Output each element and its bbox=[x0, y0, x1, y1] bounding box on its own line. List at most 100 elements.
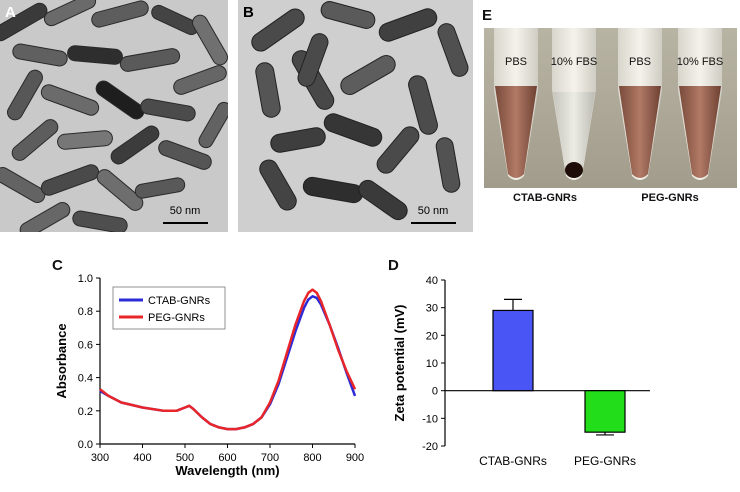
nanorod bbox=[7, 69, 43, 121]
nanorod-body bbox=[91, 0, 149, 28]
nanorod bbox=[134, 177, 186, 199]
nanorod-body bbox=[437, 23, 469, 77]
nanorod-body bbox=[251, 8, 305, 52]
nanorod-body bbox=[302, 176, 364, 204]
nanorod-body bbox=[255, 62, 281, 118]
nanorod-body bbox=[11, 119, 59, 161]
nanorod bbox=[251, 8, 305, 52]
nanorod-body bbox=[297, 33, 329, 87]
y-axis-title: Zeta potential (mV) bbox=[392, 304, 407, 421]
y-tick-label: 30 bbox=[426, 303, 438, 315]
nanorod bbox=[57, 130, 113, 150]
nanorod-body bbox=[140, 98, 196, 122]
y-tick-label: 40 bbox=[426, 275, 438, 287]
nanorod-body bbox=[134, 177, 186, 199]
nanorod-body bbox=[40, 84, 100, 116]
nanorod bbox=[0, 167, 46, 203]
nanorod-body bbox=[7, 69, 43, 121]
nanorod bbox=[323, 113, 383, 147]
nanorod bbox=[302, 176, 364, 204]
nanorod-body bbox=[378, 8, 438, 42]
nanorod bbox=[0, 2, 48, 42]
nanorod bbox=[140, 98, 196, 122]
y-tick-label: 0.6 bbox=[78, 339, 93, 351]
zeta-chart: -20 -10 0 10 20 30 40 Zeta potential (mV) CTAB-G… bbox=[392, 275, 650, 468]
nanorod-body bbox=[12, 43, 68, 67]
nanorod-body bbox=[110, 125, 160, 165]
x-tick-label: 800 bbox=[303, 452, 321, 464]
nanorod-body bbox=[43, 0, 97, 27]
nanorod bbox=[358, 179, 408, 221]
y-tick-label: 0.4 bbox=[78, 373, 93, 385]
legend-label: CTAB-GNRs bbox=[148, 295, 211, 307]
nanorod-body bbox=[57, 130, 113, 150]
panel-a: A 50 nm bbox=[0, 0, 228, 232]
nanorod-body bbox=[323, 113, 383, 147]
tube-label-4: 10% FBS bbox=[676, 56, 724, 68]
nanorod-body bbox=[259, 159, 297, 211]
tem-image-a bbox=[0, 0, 228, 232]
nanorod bbox=[408, 75, 438, 135]
nanorod bbox=[340, 55, 396, 95]
category-label: CTAB-GNRs bbox=[479, 454, 547, 468]
panel-letter-e: E bbox=[482, 7, 493, 24]
nanorod bbox=[72, 210, 128, 232]
nanorod-body bbox=[67, 45, 123, 65]
group-label-ctab: CTAB-GNRs bbox=[513, 192, 577, 204]
panel-letter-a: A bbox=[5, 4, 16, 21]
nanorod-body bbox=[119, 48, 181, 72]
panel-e: E bbox=[478, 0, 740, 232]
nanorod bbox=[95, 80, 145, 120]
absorbance-chart: 0.0 0.2 0.4 0.6 0.8 1.0 300 400 500 600 700 800 900 W… bbox=[54, 273, 364, 478]
nanorod-body bbox=[270, 127, 326, 153]
bar-ctab-gnrs bbox=[492, 309, 534, 392]
y-tick-label: -20 bbox=[422, 441, 438, 453]
x-axis-title: Wavelength (nm) bbox=[175, 463, 279, 478]
nanorod-body bbox=[358, 179, 408, 221]
nanorod bbox=[259, 159, 297, 211]
nanorod bbox=[297, 33, 329, 87]
x-tick-label: 300 bbox=[91, 452, 109, 464]
nanorod bbox=[376, 126, 420, 174]
tube-label-3: PBS bbox=[628, 56, 651, 68]
nanorod bbox=[198, 101, 228, 149]
nanorod bbox=[270, 127, 326, 153]
tube-label-1: PBS bbox=[504, 56, 527, 68]
nanorod bbox=[110, 125, 160, 165]
x-tick-label: 700 bbox=[261, 452, 279, 464]
tem-a-rods bbox=[0, 0, 228, 232]
nanorod bbox=[19, 202, 71, 232]
nanorod-body bbox=[340, 55, 396, 95]
nanorod-body bbox=[320, 1, 376, 29]
nanorod-body bbox=[376, 126, 420, 174]
scalebar-label-a: 50 nm bbox=[169, 205, 201, 217]
nanorod-body bbox=[173, 65, 227, 95]
nanorod bbox=[40, 164, 100, 196]
y-tick-label: -10 bbox=[422, 413, 438, 425]
y-tick-label: 0 bbox=[432, 386, 438, 398]
nanorod bbox=[119, 48, 181, 72]
y-tick-label: 0.0 bbox=[78, 439, 93, 451]
panel-letter-b: B bbox=[243, 4, 254, 21]
nanorod bbox=[11, 119, 59, 161]
nanorod-body bbox=[40, 164, 100, 196]
nanorod bbox=[43, 0, 97, 27]
nanorod-body bbox=[192, 14, 228, 66]
nanorod-body bbox=[19, 202, 71, 232]
scalebar-line-a bbox=[163, 222, 208, 224]
y-tick-label: 1.0 bbox=[78, 273, 93, 285]
tube-label-2: 10% FBS bbox=[550, 56, 598, 68]
nanorod bbox=[255, 62, 281, 118]
nanorod-body bbox=[96, 169, 144, 211]
y-tick-label: 20 bbox=[426, 330, 438, 342]
nanorod bbox=[378, 8, 438, 42]
nanorod-body bbox=[158, 140, 212, 170]
nanorod bbox=[437, 23, 469, 77]
nanorod-body bbox=[0, 167, 46, 203]
group-label-peg: PEG-GNRs bbox=[641, 192, 699, 204]
series-line-peg-gnrs bbox=[99, 288, 357, 431]
nanorod bbox=[435, 137, 461, 193]
nanorod-body bbox=[408, 75, 438, 135]
nanorod bbox=[158, 140, 212, 170]
legend-box bbox=[112, 286, 226, 330]
